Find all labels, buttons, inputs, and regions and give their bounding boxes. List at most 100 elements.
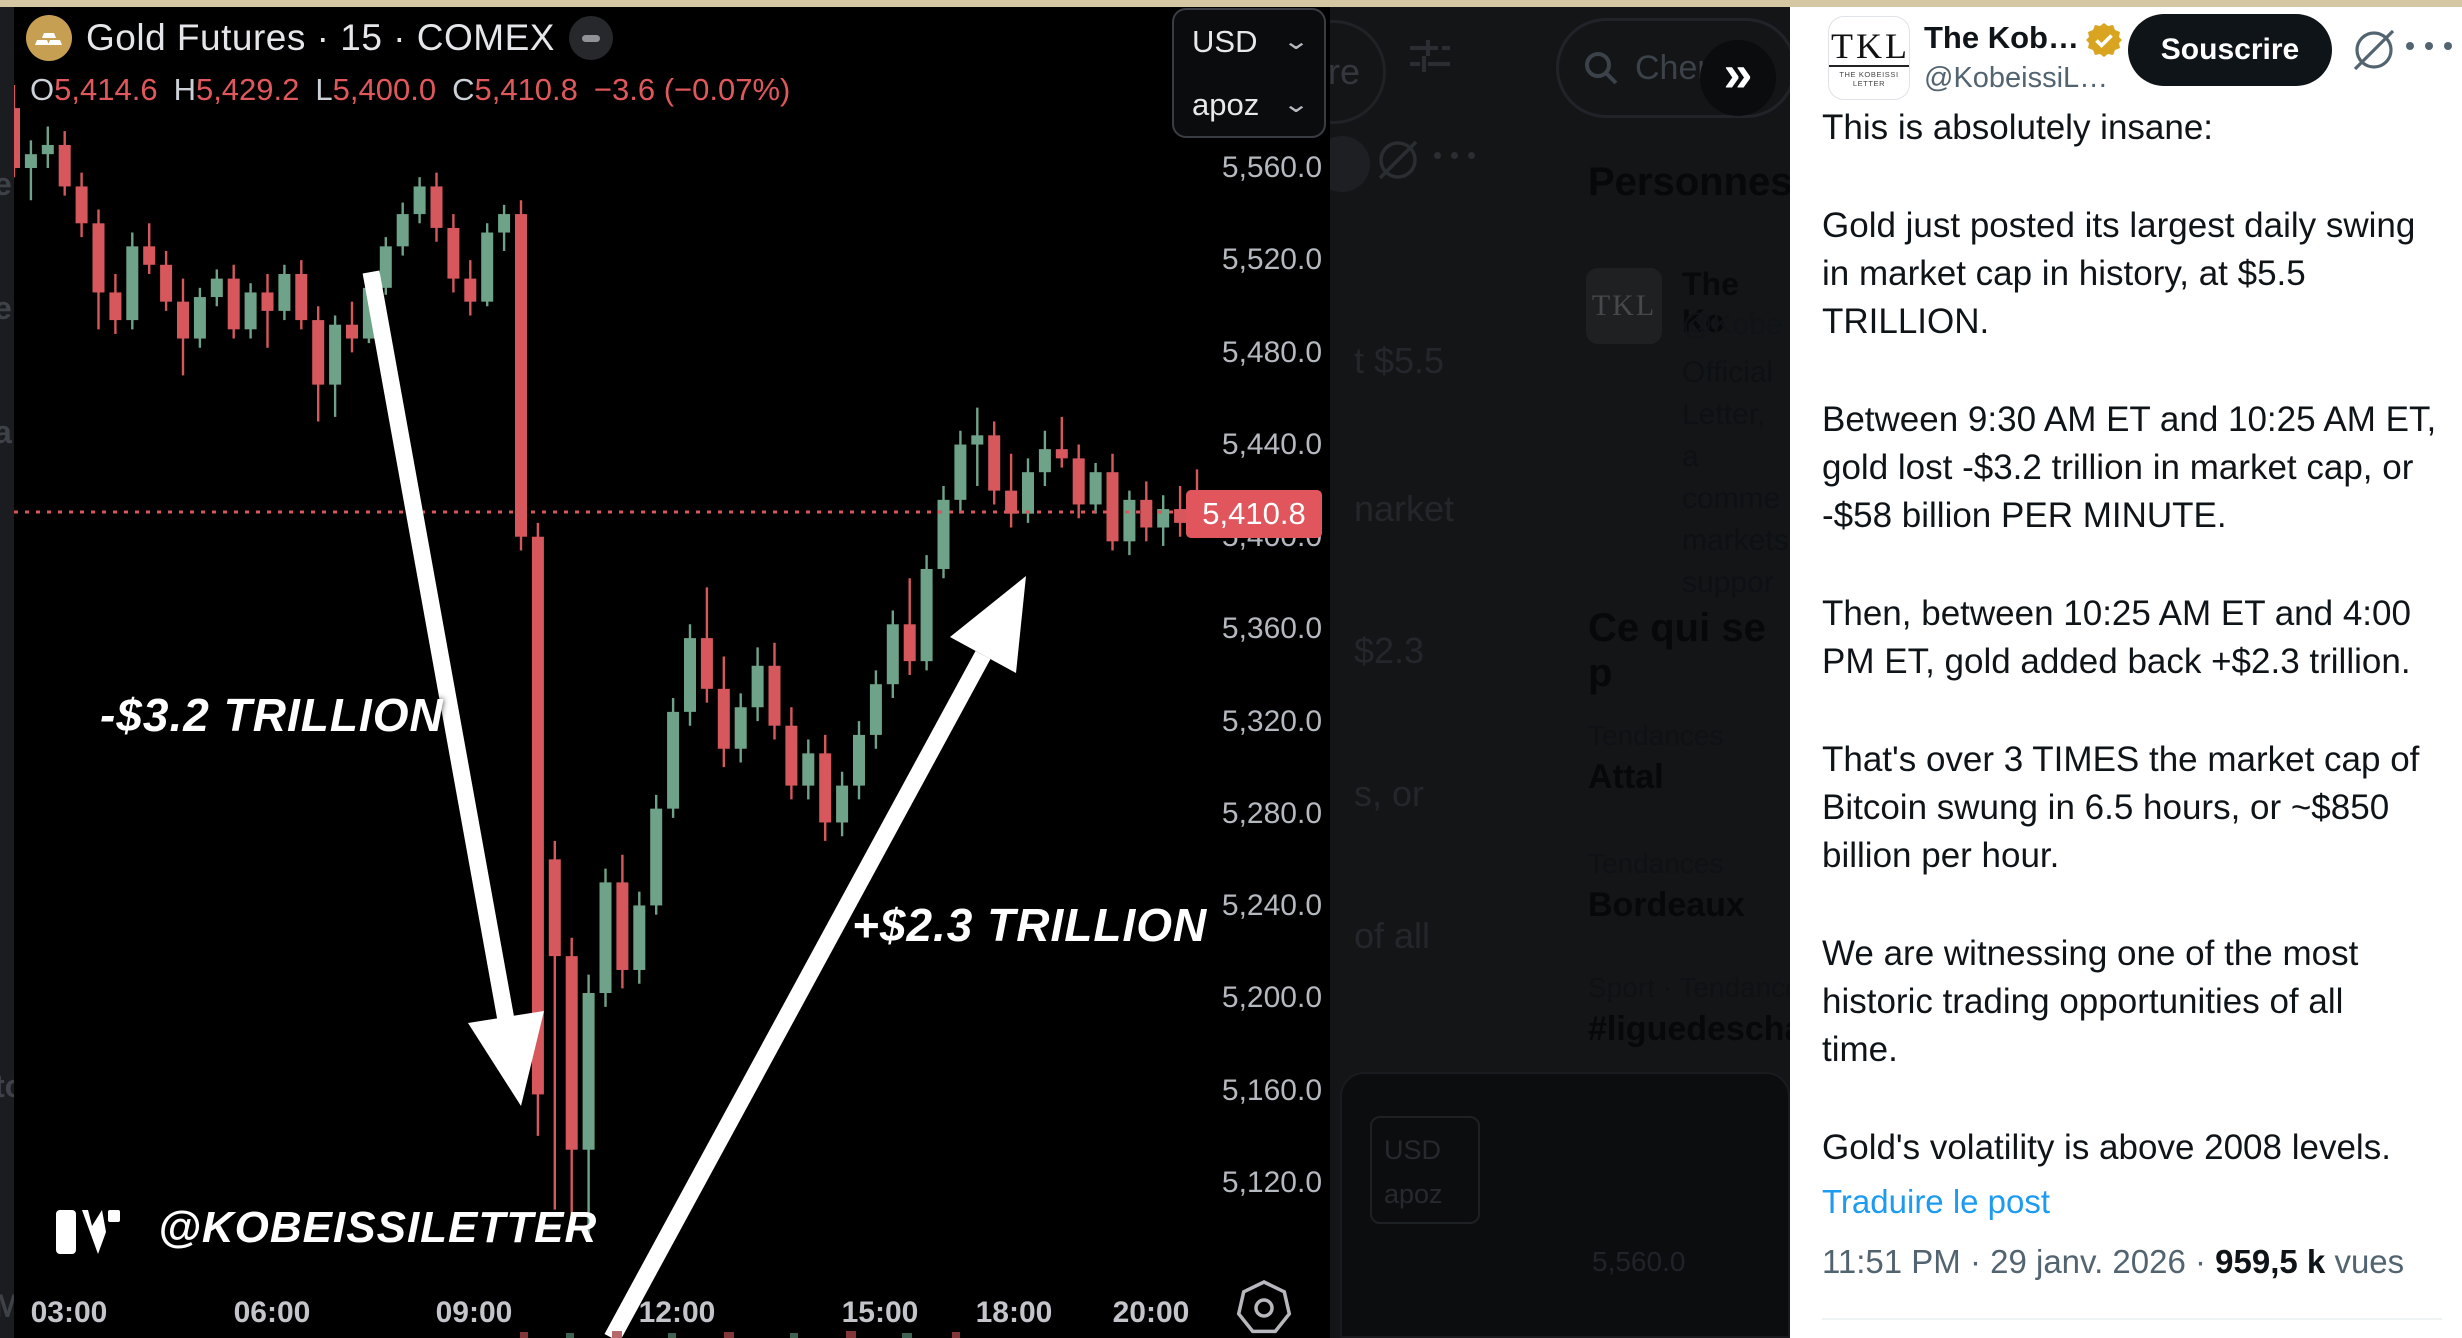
ohlc-key: O bbox=[30, 72, 55, 107]
annotation-up: +$2.3 TRILLION bbox=[852, 899, 1208, 951]
dimmed-trend-item: Sport · Tendance #liguedescha bbox=[1588, 972, 1790, 1048]
dimmed-trend-item: Tendances Bordeaux bbox=[1588, 848, 1745, 924]
people-heading: Personnes bbox=[1588, 160, 1790, 204]
ohlc-key: H bbox=[173, 72, 196, 107]
time-tick: 15:00 bbox=[841, 1296, 919, 1329]
tradingview-logo-icon bbox=[56, 1210, 120, 1254]
tweet-text: This is absolutely insane: Gold just post… bbox=[1822, 104, 2462, 1222]
dimmed-text-fragment: t $5.5 bbox=[1354, 340, 1445, 381]
account-handle: @KobeissiL… bbox=[1924, 62, 2109, 94]
dimmed-account-name: The Ko bbox=[1682, 266, 1739, 339]
avatar-logo-text: TKL bbox=[1829, 26, 1910, 67]
dimmed-account-handle: @Kobe bbox=[1682, 308, 1783, 341]
gold-symbol-icon bbox=[26, 15, 72, 61]
timestamp-row: 11:51 PM · 29 janv. 2026 · 959,5 k vues bbox=[1822, 1243, 2404, 1281]
tweet-paragraph: Gold just posted its largest daily swing… bbox=[1822, 206, 2416, 341]
time-tick: 09:00 bbox=[435, 1296, 513, 1329]
time-tick: 03:00 bbox=[30, 1296, 108, 1329]
price-tick: 5,360.0 bbox=[1221, 612, 1322, 645]
annotation-down: -$3.2 TRILLION bbox=[100, 689, 444, 741]
dimmed-tkl-avatar: TKL bbox=[1586, 268, 1662, 344]
currency-select[interactable]: USD ⌄ bbox=[1174, 10, 1324, 73]
price-tick: 5,560.0 bbox=[1221, 151, 1322, 184]
more-options-icon[interactable] bbox=[2406, 42, 2452, 50]
unit-value: apoz bbox=[1192, 86, 1260, 122]
dimmed-account-bio: Official Letter, a comme markets suppor bbox=[1682, 356, 1789, 599]
account-name[interactable]: The Kob… bbox=[1924, 20, 2079, 55]
minimize-chip-icon[interactable] bbox=[568, 16, 613, 60]
double-chevron-icon: » bbox=[1723, 45, 1753, 103]
dimmed-mini-dropdown: USD apoz bbox=[1370, 1116, 1480, 1224]
dimmed-text-fragment: s, or bbox=[1354, 773, 1425, 814]
tweet-paragraph: Then, between 10:25 AM ET and 4:00 PM ET… bbox=[1822, 594, 2411, 681]
dimmed-nav-fragment: M bbox=[0, 1288, 14, 1324]
last-price-tag: 5,410.8 bbox=[1186, 490, 1322, 538]
ohlc-value: 5,414.6 bbox=[54, 72, 158, 107]
up-arrow bbox=[604, 576, 1026, 1338]
price-tick: 5,240.0 bbox=[1221, 889, 1322, 922]
dimmed-chart-thumbnail: USD apoz 5,560.0 bbox=[1340, 1072, 1790, 1338]
gold-candlestick-chart bbox=[8, 85, 1203, 1338]
time-tick: 18:00 bbox=[975, 1296, 1053, 1329]
dimmed-mini-price: 5,560.0 bbox=[1592, 1246, 1686, 1277]
price-tick: 5,280.0 bbox=[1221, 797, 1322, 830]
price-tick: 5,520.0 bbox=[1221, 243, 1322, 276]
tweet-detail-panel: TKL THE KOBEISSI LETTER The Kob… @Kobeis… bbox=[1790, 0, 2462, 1338]
watermark-handle: @KOBEISSILETTER bbox=[158, 1203, 598, 1252]
unit-select[interactable]: apoz ⌄ bbox=[1174, 73, 1324, 136]
bottom-edge-specks bbox=[520, 1331, 960, 1338]
price-tick: 5,440.0 bbox=[1221, 428, 1322, 461]
candles-group bbox=[8, 85, 1203, 1238]
ohlc-value: 5,400.0 bbox=[332, 72, 437, 107]
tweet-paragraph: Between 9:30 AM ET and 10:25 AM ET, gold… bbox=[1822, 400, 2437, 535]
currency-value: USD bbox=[1192, 23, 1258, 59]
views-label: vues bbox=[2325, 1243, 2405, 1280]
price-tick: 5,200.0 bbox=[1221, 981, 1322, 1014]
chevron-down-icon: ⌄ bbox=[1281, 28, 1311, 55]
chevron-down-icon: ⌄ bbox=[1281, 91, 1311, 118]
time-tick: 20:00 bbox=[1112, 1296, 1190, 1329]
subscribe-button[interactable]: Souscrire bbox=[2128, 14, 2332, 86]
dimmed-left-nav: e er a to M bbox=[0, 0, 14, 1338]
dimmed-text-fragment: narket bbox=[1354, 488, 1455, 529]
dimmed-filter-sliders-icon bbox=[1410, 40, 1450, 72]
price-tick: 5,320.0 bbox=[1221, 705, 1322, 738]
dimmed-grok-icon bbox=[1378, 140, 1418, 180]
ohlc-value: 5,410.8 bbox=[474, 72, 578, 107]
dimmed-nav-fragment: a bbox=[0, 414, 12, 450]
grok-icon[interactable] bbox=[2352, 28, 2396, 72]
translate-post-link[interactable]: Traduire le post bbox=[1822, 1183, 2051, 1220]
time-tick: 06:00 bbox=[233, 1296, 311, 1329]
dimmed-nav-fragment: e bbox=[0, 166, 12, 202]
ohlc-key: L bbox=[315, 72, 333, 107]
happening-heading: Ce qui se p bbox=[1588, 606, 1766, 695]
watermark: @KOBEISSILETTER bbox=[52, 1198, 597, 1258]
price-tick: 5,160.0 bbox=[1221, 1074, 1322, 1107]
gold-verified-badge-icon bbox=[2086, 23, 2122, 57]
dimmed-nav-fragment: to bbox=[0, 1068, 14, 1105]
search-icon bbox=[1585, 52, 1618, 85]
dimmed-more-icon bbox=[1434, 152, 1475, 159]
dimmed-text-fragment: of all bbox=[1354, 915, 1431, 956]
avatar-caption: THE KOBEISSI LETTER bbox=[1839, 70, 1899, 88]
tweet-paragraph: That's over 3 TIMES the market cap of Bi… bbox=[1822, 740, 2420, 875]
collapse-panel-button[interactable]: » bbox=[1700, 40, 1776, 116]
ohlc-value: 5,429.2 bbox=[195, 72, 300, 107]
dimmed-text-fragment: $2.3 bbox=[1354, 630, 1425, 671]
top-edge-strip bbox=[0, 0, 2462, 7]
tweet-paragraph: This is absolutely insane: bbox=[1822, 108, 2214, 147]
divider bbox=[1822, 1318, 2442, 1320]
change-value: −3.6 (−0.07%) bbox=[593, 72, 791, 107]
price-tick: 5,480.0 bbox=[1221, 336, 1322, 369]
dimmed-explore-pill: re bbox=[1330, 20, 1386, 124]
time-tick: 12:00 bbox=[638, 1296, 716, 1329]
tweet-paragraph: Gold's volatility is above 2008 levels. bbox=[1822, 1128, 2391, 1167]
dimmed-backdrop-column: re Cherc t $5.5 narket $2.3 s, or of all Per… bbox=[1330, 0, 1790, 1338]
axis-unit-dropdown: USD ⌄ apoz ⌄ bbox=[1172, 8, 1326, 138]
ohlc-readout: O5,414.6 H5,429.2 L5,400.0 C5,410.8 −3.6 (−0… bbox=[30, 72, 790, 108]
timestamp: 11:51 PM · 29 janv. 2026 · bbox=[1822, 1243, 2216, 1280]
chart-photo[interactable] bbox=[0, 0, 1330, 1338]
timezone-settings-icon bbox=[1236, 1280, 1292, 1338]
avatar[interactable]: TKL THE KOBEISSI LETTER bbox=[1828, 16, 1910, 100]
views-count: 959,5 k bbox=[2215, 1243, 2326, 1280]
